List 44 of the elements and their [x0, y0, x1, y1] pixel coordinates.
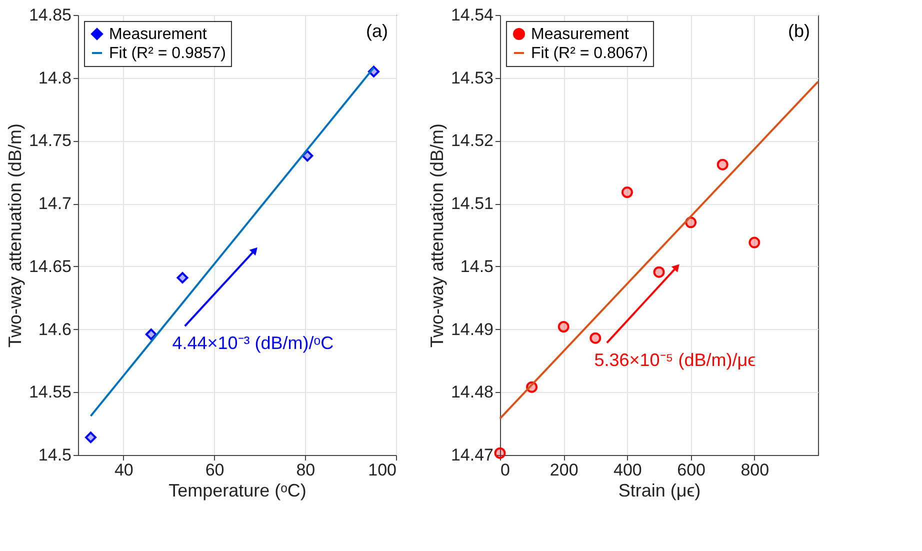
- y-tick-label: 14.8: [38, 68, 72, 88]
- y-tick-label: 14.5: [38, 446, 72, 464]
- point: [653, 266, 665, 278]
- y-tick-label: 14.52: [450, 131, 494, 150]
- x-tick-label: 400: [614, 460, 642, 480]
- y-tick-label: 14.85: [28, 6, 72, 24]
- x-tick-label: 100: [368, 460, 396, 480]
- annotation: (a): [366, 21, 388, 41]
- point: [558, 321, 570, 333]
- y-tick-label: 14.55: [28, 382, 72, 402]
- annotation: 5.36×10⁻⁵ (dB/m)/μϵ: [594, 350, 756, 370]
- y-tick-label: 14.47: [450, 446, 494, 464]
- point: [621, 186, 633, 198]
- x-tick-label: 80: [296, 460, 316, 480]
- x-tick-label: 800: [740, 460, 770, 480]
- point: [494, 447, 506, 459]
- y-tick-label: 14.48: [450, 382, 494, 402]
- y-tick-label: 14.51: [450, 194, 494, 214]
- legend-label: Measurement: [531, 26, 630, 43]
- x-tick-label: 60: [205, 460, 224, 480]
- point: [716, 158, 728, 170]
- point: [748, 236, 760, 248]
- y-tick-label: 14.53: [450, 68, 494, 88]
- legend-label: Fit (R² = 0.8067): [531, 45, 648, 62]
- x-axis-title: Strain (μϵ): [618, 480, 701, 500]
- y-tick-label: 14.5: [460, 256, 494, 276]
- y-tick-label: 14.54: [450, 6, 494, 24]
- annotation: 4.44×10⁻³ (dB/m)/ᵒC: [172, 333, 334, 354]
- y-axis-title: Two-way attenuation (dB/m): [4, 123, 25, 348]
- legend-label: Fit (R² = 0.9857): [109, 45, 226, 62]
- x-axis-title: Temperature (ᵒC): [168, 480, 306, 500]
- x-tick-label: 600: [677, 460, 706, 480]
- x-tick-label: 200: [550, 460, 578, 480]
- y-tick-label: 14.49: [450, 320, 494, 339]
- y-tick-label: 14.65: [28, 256, 72, 276]
- y-axis-title: Two-way attenuation (dB/m): [426, 123, 447, 348]
- y-tick-label: 14.6: [38, 320, 72, 339]
- legend-label: Measurement: [109, 26, 208, 43]
- annotation: (b): [788, 21, 810, 41]
- y-tick-label: 14.75: [28, 131, 72, 150]
- y-tick-label: 14.7: [38, 194, 72, 214]
- x-tick-label: 40: [114, 460, 134, 480]
- x-tick-label: 0: [500, 460, 510, 480]
- point: [590, 332, 602, 344]
